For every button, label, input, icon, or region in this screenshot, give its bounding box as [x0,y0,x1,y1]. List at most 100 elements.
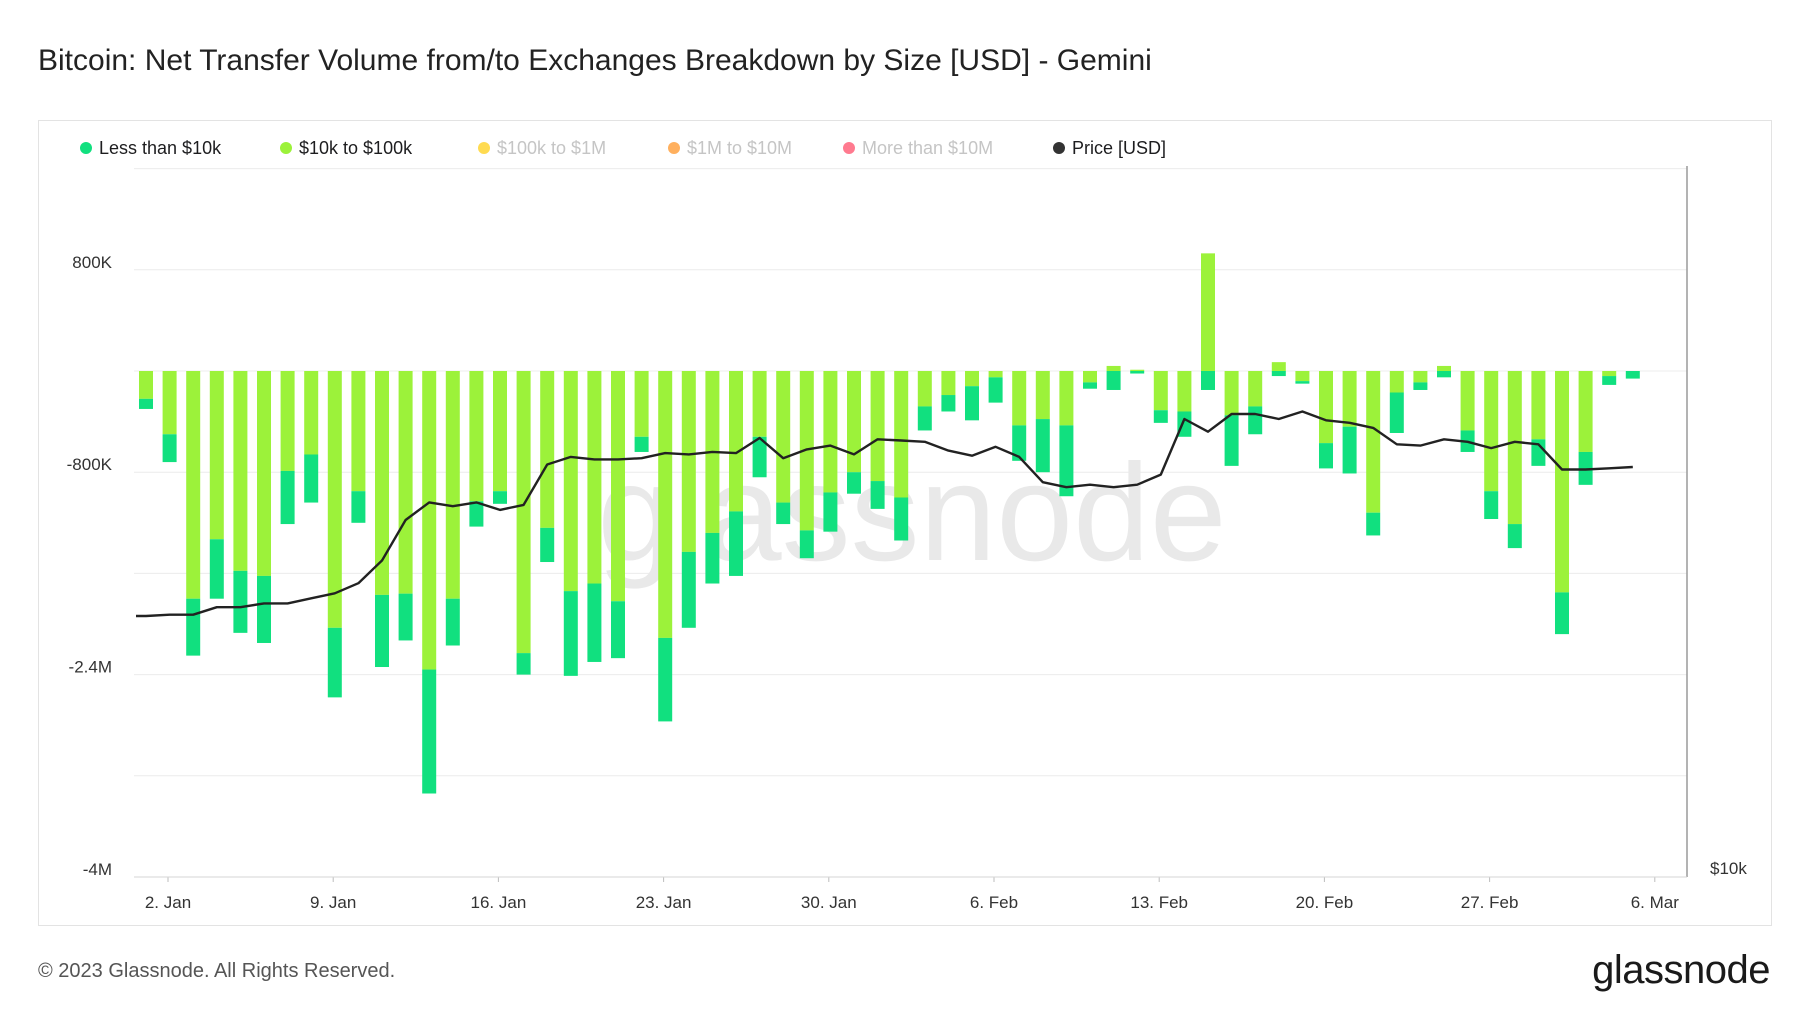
bar-10k-100k[interactable] [1271,362,1286,371]
bar-10k-100k[interactable] [729,371,743,512]
bar-10k-100k[interactable] [894,371,909,498]
bar-10k-100k[interactable] [422,371,437,670]
bar-10k-100k[interactable] [257,371,271,576]
legend-item-5[interactable]: Price [USD] [1053,136,1193,160]
bar-10k-100k[interactable] [1319,371,1333,444]
bar-10k-100k[interactable] [1106,365,1121,371]
bar-less-than-10k[interactable] [823,492,838,532]
bar-10k-100k[interactable] [398,371,413,594]
bar-10k-100k[interactable] [965,371,979,387]
bar-10k-100k[interactable] [209,371,224,540]
bar-less-than-10k[interactable] [233,570,248,633]
legend-item-3[interactable]: $1M to $10M [668,136,843,160]
bar-10k-100k[interactable] [681,371,696,552]
bar-10k-100k[interactable] [139,371,153,399]
bar-10k-100k[interactable] [917,371,932,407]
bar-10k-100k[interactable] [1578,371,1593,452]
bar-less-than-10k[interactable] [587,583,602,662]
bar-10k-100k[interactable] [1366,371,1381,513]
bar-less-than-10k[interactable] [776,502,791,525]
bar-less-than-10k[interactable] [1602,376,1617,385]
bar-less-than-10k[interactable] [1248,406,1263,435]
bar-less-than-10k[interactable] [375,594,389,668]
bar-10k-100k[interactable] [1484,371,1499,492]
bar-less-than-10k[interactable] [280,470,295,525]
bar-10k-100k[interactable] [186,371,201,599]
bar-10k-100k[interactable] [327,371,342,628]
bar-less-than-10k[interactable] [1625,371,1640,379]
price-line[interactable] [136,410,1633,618]
bar-less-than-10k[interactable] [1059,425,1074,497]
bar-less-than-10k[interactable] [1484,491,1499,520]
bar-less-than-10k[interactable] [988,377,1003,403]
bar-10k-100k[interactable] [847,371,861,473]
bar-10k-100k[interactable] [1389,371,1404,393]
bar-10k-100k[interactable] [304,371,319,455]
bar-less-than-10k[interactable] [1106,371,1121,390]
bar-10k-100k[interactable] [162,371,177,435]
bar-10k-100k[interactable] [776,371,791,503]
bar-less-than-10k[interactable] [1437,371,1451,378]
bar-less-than-10k[interactable] [1389,392,1404,433]
bar-10k-100k[interactable] [280,371,295,471]
bar-10k-100k[interactable] [1460,371,1475,431]
bar-10k-100k[interactable] [1507,371,1522,525]
bar-less-than-10k[interactable] [540,527,555,563]
bar-10k-100k[interactable] [941,371,956,396]
bar-less-than-10k[interactable] [611,601,625,659]
bar-less-than-10k[interactable] [162,434,177,463]
bar-less-than-10k[interactable] [186,598,201,656]
bar-10k-100k[interactable] [1602,371,1617,377]
bar-10k-100k[interactable] [1035,371,1050,420]
bar-10k-100k[interactable] [375,371,389,595]
bar-less-than-10k[interactable] [1507,524,1522,549]
bar-10k-100k[interactable] [1059,371,1074,426]
bar-less-than-10k[interactable] [894,497,909,541]
bar-less-than-10k[interactable] [870,481,885,509]
bar-less-than-10k[interactable] [1035,419,1050,473]
bar-less-than-10k[interactable] [422,669,437,794]
bar-less-than-10k[interactable] [351,491,366,523]
bar-less-than-10k[interactable] [1413,382,1428,390]
bar-less-than-10k[interactable] [729,511,743,576]
legend-item-0[interactable]: Less than $10k [80,136,280,160]
bar-less-than-10k[interactable] [917,406,932,431]
bar-less-than-10k[interactable] [516,653,531,675]
bar-10k-100k[interactable] [1201,253,1215,371]
bar-10k-100k[interactable] [1153,371,1168,411]
bar-10k-100k[interactable] [752,371,767,437]
bar-10k-100k[interactable] [658,371,673,638]
bar-10k-100k[interactable] [351,371,366,492]
bar-less-than-10k[interactable] [681,551,696,628]
bar-less-than-10k[interactable] [445,598,460,646]
bar-less-than-10k[interactable] [705,532,720,584]
bar-10k-100k[interactable] [611,371,625,602]
bar-less-than-10k[interactable] [1295,381,1310,384]
bar-10k-100k[interactable] [823,371,838,493]
bar-10k-100k[interactable] [1295,371,1310,382]
bar-10k-100k[interactable] [988,371,1003,378]
bar-10k-100k[interactable] [1224,371,1239,416]
bar-less-than-10k[interactable] [209,539,224,599]
bar-10k-100k[interactable] [233,371,248,571]
bar-less-than-10k[interactable] [752,436,767,478]
bar-10k-100k[interactable] [1130,369,1145,371]
bar-less-than-10k[interactable] [799,530,814,559]
bar-less-than-10k[interactable] [1130,371,1145,374]
bar-10k-100k[interactable] [1437,365,1451,371]
bar-less-than-10k[interactable] [1319,443,1333,469]
legend-item-2[interactable]: $100k to $1M [478,136,668,160]
bar-10k-100k[interactable] [516,371,531,654]
bar-less-than-10k[interactable] [941,395,956,412]
bar-less-than-10k[interactable] [1153,410,1168,423]
bar-10k-100k[interactable] [493,371,507,492]
bar-10k-100k[interactable] [1531,371,1546,440]
bar-less-than-10k[interactable] [398,593,413,641]
bar-10k-100k[interactable] [870,371,885,482]
bar-less-than-10k[interactable] [1366,512,1381,536]
bar-less-than-10k[interactable] [1531,439,1546,466]
bar-10k-100k[interactable] [1012,371,1027,426]
bar-less-than-10k[interactable] [257,575,271,643]
bar-less-than-10k[interactable] [563,591,578,676]
bar-10k-100k[interactable] [540,371,555,528]
